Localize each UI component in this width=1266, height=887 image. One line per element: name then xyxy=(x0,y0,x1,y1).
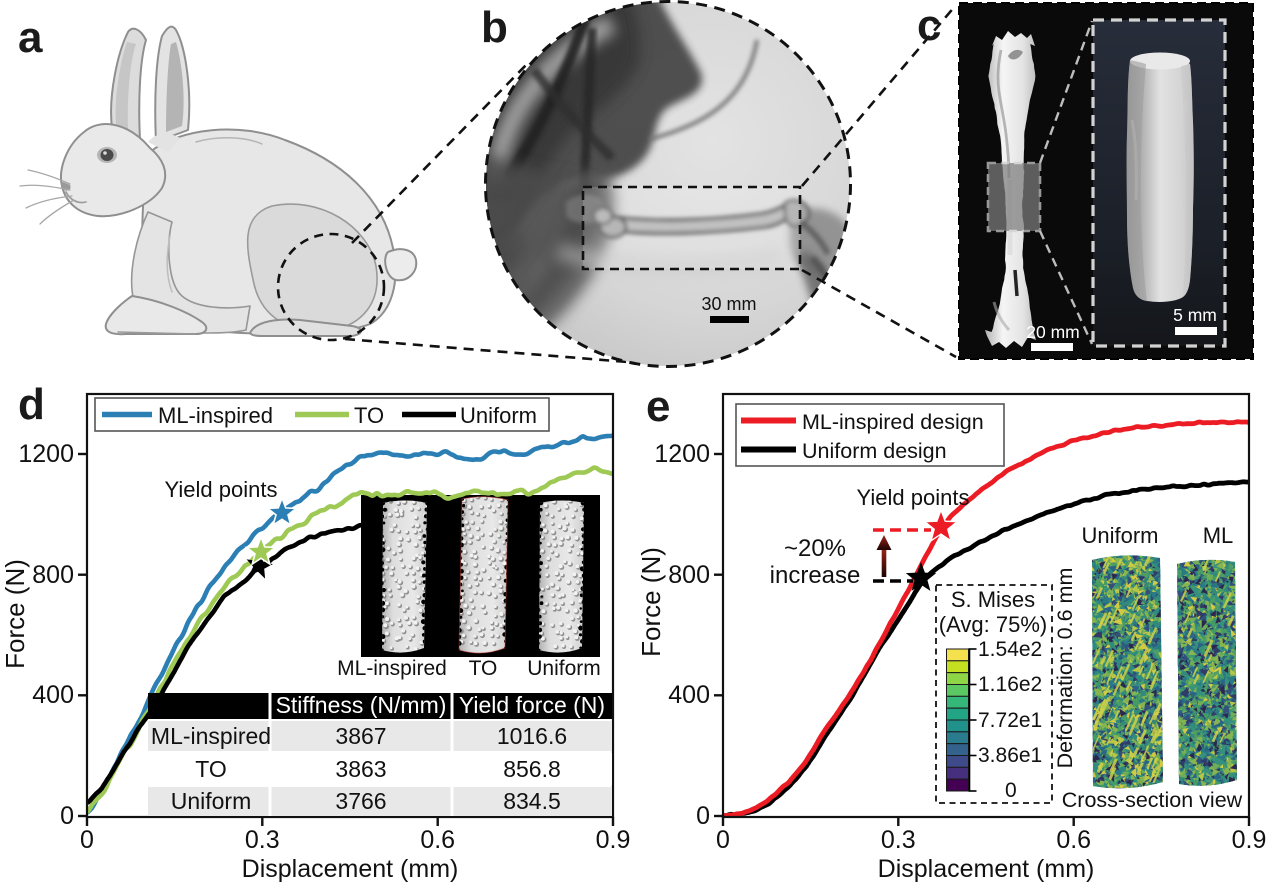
svg-text:0.3: 0.3 xyxy=(881,826,916,854)
svg-text:Uniform design: Uniform design xyxy=(802,439,947,463)
svg-text:7.72e1: 7.72e1 xyxy=(978,709,1042,732)
svg-text:800: 800 xyxy=(32,561,74,589)
svg-text:TO: TO xyxy=(354,403,384,428)
svg-text:ML: ML xyxy=(1203,523,1234,548)
svg-text:S. Mises: S. Mises xyxy=(951,587,1035,612)
svg-text:ML-inspired design: ML-inspired design xyxy=(802,410,984,434)
svg-text:0: 0 xyxy=(696,802,710,830)
svg-text:Yield points: Yield points xyxy=(165,477,278,502)
svg-text:ML-inspired: ML-inspired xyxy=(151,723,271,749)
svg-text:0: 0 xyxy=(80,826,94,854)
svg-text:TO: TO xyxy=(195,756,227,782)
svg-text:0.9: 0.9 xyxy=(596,826,631,854)
svg-text:Cross-section view: Cross-section view xyxy=(1062,788,1243,812)
svg-text:3.86e1: 3.86e1 xyxy=(978,744,1042,767)
svg-text:Deformation: 0.6 mm: Deformation: 0.6 mm xyxy=(1053,568,1077,769)
svg-text:1016.6: 1016.6 xyxy=(497,723,567,749)
svg-text:3766: 3766 xyxy=(335,788,386,814)
svg-text:800: 800 xyxy=(668,561,710,589)
svg-text:ML-inspired: ML-inspired xyxy=(337,657,447,680)
svg-text:1200: 1200 xyxy=(654,440,710,468)
svg-text:Displacement (mm): Displacement (mm) xyxy=(242,855,459,883)
svg-text:Uniform: Uniform xyxy=(460,403,537,428)
svg-text:0: 0 xyxy=(1005,779,1017,802)
svg-text:0: 0 xyxy=(60,802,74,830)
svg-text:1200: 1200 xyxy=(18,440,74,468)
svg-text:b: b xyxy=(481,3,508,52)
svg-text:Displacement (mm): Displacement (mm) xyxy=(878,855,1095,883)
svg-text:3867: 3867 xyxy=(335,723,386,749)
svg-text:increase: increase xyxy=(770,562,861,589)
svg-text:0.3: 0.3 xyxy=(245,826,280,854)
svg-text:Uniform: Uniform xyxy=(527,657,601,680)
svg-text:c: c xyxy=(917,1,941,50)
svg-text:1.54e2: 1.54e2 xyxy=(978,638,1042,661)
svg-text:1.16e2: 1.16e2 xyxy=(978,673,1042,696)
svg-text:a: a xyxy=(18,13,43,62)
svg-text:30 mm: 30 mm xyxy=(701,294,756,314)
svg-text:TO: TO xyxy=(469,657,498,680)
svg-text:Force (N): Force (N) xyxy=(636,547,666,657)
svg-text:856.8: 856.8 xyxy=(503,756,561,782)
svg-text:ML-inspired: ML-inspired xyxy=(158,403,273,428)
svg-text:~20%: ~20% xyxy=(784,535,846,562)
svg-text:Yield force (N): Yield force (N) xyxy=(459,692,605,718)
svg-text:Uniform: Uniform xyxy=(171,788,252,814)
svg-text:5 mm: 5 mm xyxy=(1173,305,1217,325)
svg-text:d: d xyxy=(18,380,45,429)
svg-text:Force (N): Force (N) xyxy=(0,559,30,669)
svg-text:20 mm: 20 mm xyxy=(1026,322,1079,342)
svg-text:400: 400 xyxy=(668,681,710,709)
svg-text:(Avg: 75%): (Avg: 75%) xyxy=(939,612,1047,637)
svg-text:3863: 3863 xyxy=(335,756,386,782)
svg-text:400: 400 xyxy=(32,681,74,709)
svg-text:Stiffness (N/mm): Stiffness (N/mm) xyxy=(276,692,447,718)
svg-text:0.9: 0.9 xyxy=(1232,826,1266,854)
svg-text:0: 0 xyxy=(716,826,730,854)
svg-text:834.5: 834.5 xyxy=(503,788,561,814)
svg-text:Yield points: Yield points xyxy=(857,485,970,510)
svg-text:Uniform: Uniform xyxy=(1081,523,1158,548)
svg-text:0.6: 0.6 xyxy=(1056,826,1091,854)
svg-text:e: e xyxy=(646,382,670,431)
svg-text:0.6: 0.6 xyxy=(420,826,455,854)
